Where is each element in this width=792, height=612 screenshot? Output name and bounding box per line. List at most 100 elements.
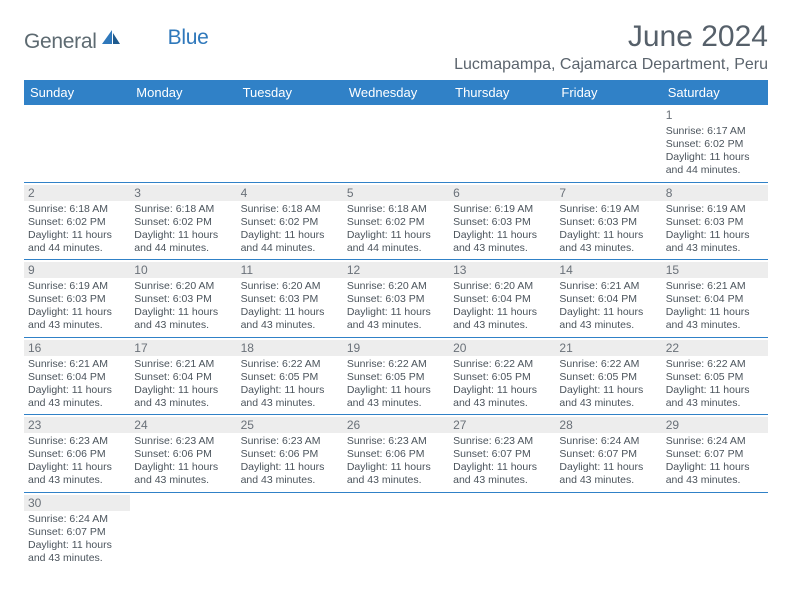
calendar-cell: 3Sunrise: 6:18 AMSunset: 6:02 PMDaylight… xyxy=(130,182,236,260)
day-detail: Sunset: 6:04 PM xyxy=(453,293,551,306)
day-detail: Daylight: 11 hours and 44 minutes. xyxy=(134,229,232,255)
day-detail: Daylight: 11 hours and 43 minutes. xyxy=(134,384,232,410)
day-detail: Sunrise: 6:21 AM xyxy=(666,280,764,293)
day-detail: Sunset: 6:07 PM xyxy=(559,448,657,461)
day-detail: Sunrise: 6:23 AM xyxy=(347,435,445,448)
day-number: 8 xyxy=(662,185,768,201)
calendar-cell: 18Sunrise: 6:22 AMSunset: 6:05 PMDayligh… xyxy=(237,337,343,415)
day-detail: Sunrise: 6:23 AM xyxy=(453,435,551,448)
day-detail: Sunrise: 6:24 AM xyxy=(559,435,657,448)
calendar-cell: 6 Sunrise: 6:19 AMSunset: 6:03 PMDaylight… xyxy=(449,182,555,260)
weekday-header: Tuesday xyxy=(237,80,343,105)
day-number: 23 xyxy=(24,417,130,433)
calendar-cell: 10Sunrise: 6:20 AMSunset: 6:03 PMDayligh… xyxy=(130,260,236,338)
calendar-cell: 29Sunrise: 6:24 AMSunset: 6:07 PMDayligh… xyxy=(662,415,768,493)
day-detail: Sunset: 6:06 PM xyxy=(347,448,445,461)
day-detail: Daylight: 11 hours and 43 minutes. xyxy=(347,384,445,410)
calendar-cell xyxy=(449,105,555,182)
day-detail: Daylight: 11 hours and 43 minutes. xyxy=(28,384,126,410)
day-number: 20 xyxy=(449,340,555,356)
calendar-cell: 26Sunrise: 6:23 AMSunset: 6:06 PMDayligh… xyxy=(343,415,449,493)
sail-icon xyxy=(100,28,122,51)
day-detail: Sunrise: 6:21 AM xyxy=(28,358,126,371)
day-detail: Sunrise: 6:18 AM xyxy=(134,203,232,216)
day-detail: Daylight: 11 hours and 44 minutes. xyxy=(347,229,445,255)
calendar-cell: 5Sunrise: 6:18 AMSunset: 6:02 PMDaylight… xyxy=(343,182,449,260)
day-detail: Daylight: 11 hours and 43 minutes. xyxy=(453,461,551,487)
day-number: 4 xyxy=(237,185,343,201)
day-detail: Daylight: 11 hours and 43 minutes. xyxy=(347,306,445,332)
day-detail: Daylight: 11 hours and 43 minutes. xyxy=(28,539,126,565)
day-number: 19 xyxy=(343,340,449,356)
calendar-row: 1Sunrise: 6:17 AMSunset: 6:02 PMDaylight… xyxy=(24,105,768,182)
day-number: 6 xyxy=(449,185,555,201)
day-detail: Sunrise: 6:24 AM xyxy=(666,435,764,448)
day-number: 24 xyxy=(130,417,236,433)
day-detail: Sunrise: 6:19 AM xyxy=(666,203,764,216)
day-detail: Sunset: 6:04 PM xyxy=(134,371,232,384)
day-number: 26 xyxy=(343,417,449,433)
brand-part2: Blue xyxy=(168,26,209,50)
day-detail: Sunset: 6:05 PM xyxy=(559,371,657,384)
weekday-header: Saturday xyxy=(662,80,768,105)
day-number: 15 xyxy=(662,262,768,278)
day-detail: Sunset: 6:05 PM xyxy=(347,371,445,384)
calendar-cell: 27Sunrise: 6:23 AMSunset: 6:07 PMDayligh… xyxy=(449,415,555,493)
day-detail: Sunrise: 6:23 AM xyxy=(134,435,232,448)
location: Lucmapampa, Cajamarca Department, Peru xyxy=(454,56,768,74)
calendar-cell: 19 Sunrise: 6:22 AMSunset: 6:05 PMDayligh… xyxy=(343,337,449,415)
day-detail: Sunset: 6:05 PM xyxy=(241,371,339,384)
calendar-cell xyxy=(343,492,449,569)
calendar-cell xyxy=(237,105,343,182)
day-detail: Sunset: 6:02 PM xyxy=(241,216,339,229)
day-detail: Sunrise: 6:18 AM xyxy=(241,203,339,216)
day-detail: Daylight: 11 hours and 43 minutes. xyxy=(134,306,232,332)
day-detail: Sunset: 6:03 PM xyxy=(134,293,232,306)
day-number: 7 xyxy=(555,185,661,201)
day-number: 21 xyxy=(555,340,661,356)
day-detail: Sunrise: 6:22 AM xyxy=(347,358,445,371)
day-detail: Daylight: 11 hours and 43 minutes. xyxy=(134,461,232,487)
calendar-cell xyxy=(130,492,236,569)
day-detail: Sunrise: 6:22 AM xyxy=(666,358,764,371)
day-detail: Sunset: 6:07 PM xyxy=(453,448,551,461)
day-detail: Sunset: 6:05 PM xyxy=(666,371,764,384)
day-detail: Sunrise: 6:24 AM xyxy=(28,513,126,526)
day-detail: Sunrise: 6:19 AM xyxy=(28,280,126,293)
calendar-cell: 7Sunrise: 6:19 AMSunset: 6:03 PMDaylight… xyxy=(555,182,661,260)
day-detail: Sunset: 6:06 PM xyxy=(241,448,339,461)
day-detail: Daylight: 11 hours and 43 minutes. xyxy=(28,306,126,332)
day-detail: Sunset: 6:04 PM xyxy=(666,293,764,306)
day-detail: Sunrise: 6:23 AM xyxy=(28,435,126,448)
brand-part1: General xyxy=(24,30,97,54)
day-detail: Daylight: 11 hours and 44 minutes. xyxy=(28,229,126,255)
day-number: 11 xyxy=(237,262,343,278)
day-detail: Sunrise: 6:19 AM xyxy=(559,203,657,216)
day-detail: Sunset: 6:05 PM xyxy=(453,371,551,384)
day-detail: Sunrise: 6:19 AM xyxy=(453,203,551,216)
day-detail: Daylight: 11 hours and 43 minutes. xyxy=(559,306,657,332)
day-detail: Sunset: 6:02 PM xyxy=(347,216,445,229)
day-detail: Sunset: 6:06 PM xyxy=(28,448,126,461)
day-detail: Sunset: 6:03 PM xyxy=(666,216,764,229)
day-number: 10 xyxy=(130,262,236,278)
day-detail: Sunset: 6:03 PM xyxy=(453,216,551,229)
calendar-row: 16Sunrise: 6:21 AMSunset: 6:04 PMDayligh… xyxy=(24,337,768,415)
day-number: 9 xyxy=(24,262,130,278)
day-number: 29 xyxy=(662,417,768,433)
day-detail: Sunset: 6:03 PM xyxy=(28,293,126,306)
day-detail: Sunrise: 6:22 AM xyxy=(241,358,339,371)
day-detail: Sunrise: 6:20 AM xyxy=(453,280,551,293)
weekday-header: Friday xyxy=(555,80,661,105)
day-number: 28 xyxy=(555,417,661,433)
title-block: June 2024 Lucmapampa, Cajamarca Departme… xyxy=(454,20,768,74)
weekday-header-row: Sunday Monday Tuesday Wednesday Thursday… xyxy=(24,80,768,105)
weekday-header: Sunday xyxy=(24,80,130,105)
day-number: 18 xyxy=(237,340,343,356)
calendar-cell: 1Sunrise: 6:17 AMSunset: 6:02 PMDaylight… xyxy=(662,105,768,182)
day-detail: Sunrise: 6:22 AM xyxy=(559,358,657,371)
day-detail: Daylight: 11 hours and 43 minutes. xyxy=(453,229,551,255)
day-detail: Daylight: 11 hours and 43 minutes. xyxy=(666,461,764,487)
day-detail: Sunrise: 6:23 AM xyxy=(241,435,339,448)
month-title: June 2024 xyxy=(454,20,768,54)
